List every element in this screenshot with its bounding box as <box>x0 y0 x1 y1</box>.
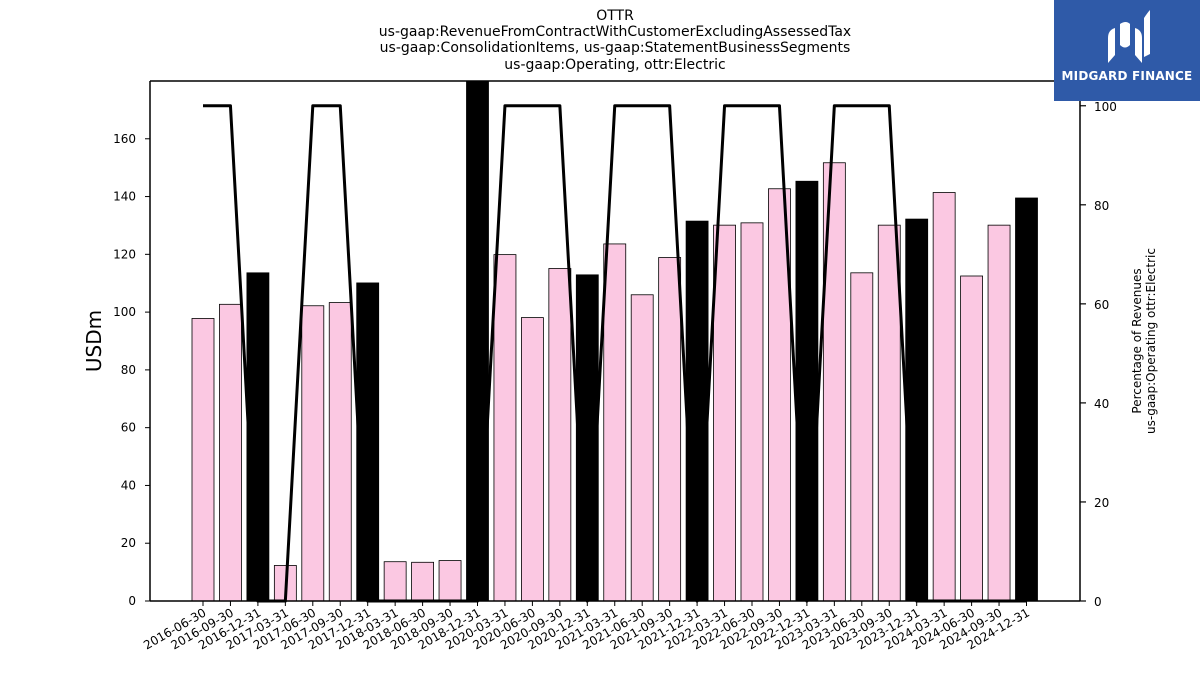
y-axis-left-label: USDm <box>82 310 106 372</box>
y-axis-right-ticks: 0 20 40 60 80 100 <box>1080 100 1117 609</box>
y-right-tick-label: 0 <box>1094 595 1102 609</box>
percentage-line <box>203 104 1027 603</box>
y-left-tick-label: 20 <box>121 536 136 550</box>
y-left-tick-label: 140 <box>113 190 136 204</box>
percentage-line-series <box>203 104 1027 603</box>
bar <box>932 192 956 602</box>
bar <box>493 254 517 602</box>
bar <box>905 218 929 602</box>
bar <box>960 275 983 602</box>
bar <box>740 222 764 602</box>
bar <box>603 243 627 602</box>
bar <box>1015 197 1038 602</box>
bar <box>987 224 1011 602</box>
y-right-tick-label: 100 <box>1094 100 1117 114</box>
title-line-3: us-gaap:ConsolidationItems, us-gaap:Stat… <box>380 40 851 56</box>
bar <box>685 220 709 602</box>
midgard-finance-logo: MIDGARD FINANCE <box>1054 0 1200 101</box>
bar <box>548 268 572 602</box>
y-right-tick-label: 80 <box>1094 199 1109 213</box>
chart-title: OTTR us-gaap:RevenueFromContractWithCust… <box>379 8 851 73</box>
bar <box>466 80 489 602</box>
title-line-1: OTTR <box>596 8 634 24</box>
y-axis-right-label-line-2: us-gaap:Operating ottr:Electric <box>1144 248 1158 434</box>
y-left-tick-label: 80 <box>121 363 136 377</box>
title-line-2: us-gaap:RevenueFromContractWithCustomerE… <box>379 24 851 40</box>
bar <box>850 272 874 602</box>
bar <box>383 561 407 602</box>
axes <box>149 80 1081 602</box>
y-left-tick-label: 160 <box>113 132 136 146</box>
bar <box>658 257 682 602</box>
y-axis-right-label: Percentage of Revenues us-gaap:Operating… <box>1130 248 1158 434</box>
bar <box>191 318 215 602</box>
y-right-tick-label: 60 <box>1094 298 1109 312</box>
y-left-tick-label: 60 <box>121 421 136 435</box>
logo-mark-icon <box>1108 10 1150 63</box>
logo-text: MIDGARD FINANCE <box>1061 69 1193 83</box>
bar <box>301 305 325 602</box>
bar <box>521 317 544 602</box>
bar <box>328 302 352 602</box>
y-left-tick-label: 120 <box>113 247 136 261</box>
bar <box>219 303 242 602</box>
title-line-4: us-gaap:Operating, ottr:Electric <box>504 57 725 73</box>
y-left-tick-label: 100 <box>113 305 136 319</box>
bar <box>411 561 435 602</box>
bar <box>877 224 901 602</box>
y-left-tick-label: 40 <box>121 478 136 492</box>
y-axis-left-ticks: 0 20 40 60 80 100 120 140 160 <box>113 132 150 608</box>
bar <box>795 180 819 602</box>
y-axis-right-label-line-1: Percentage of Revenues <box>1130 268 1144 413</box>
y-right-tick-label: 40 <box>1094 397 1109 411</box>
bar <box>630 294 654 602</box>
x-axis-ticks: 2016-06-302016-09-302016-12-312017-03-31… <box>141 601 1032 652</box>
bar <box>438 560 462 602</box>
bar <box>713 224 736 602</box>
bar-series <box>191 80 1038 602</box>
y-right-tick-label: 20 <box>1094 496 1109 510</box>
y-left-tick-label: 0 <box>128 594 136 608</box>
